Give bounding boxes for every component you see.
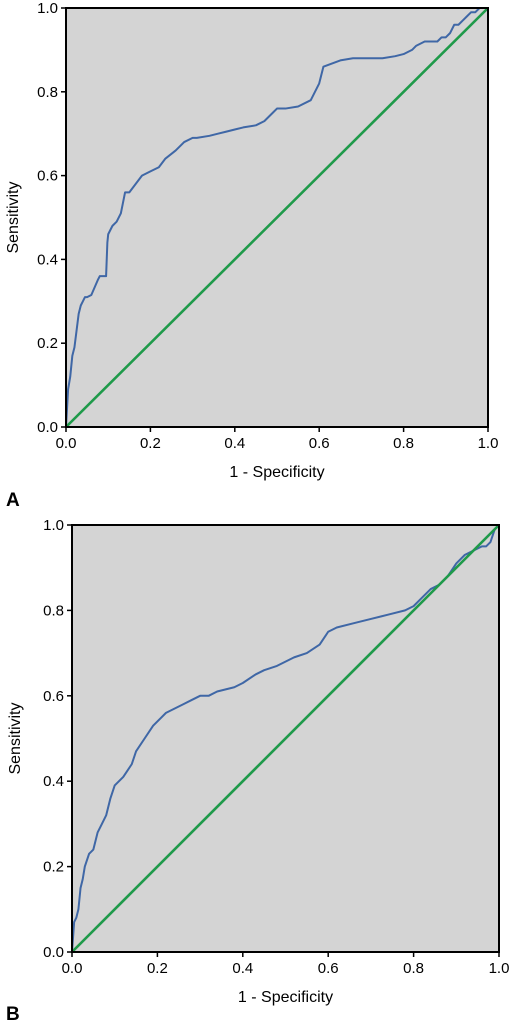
x-tick-label: 0.6: [309, 435, 330, 452]
y-tick-label: 0.4: [37, 251, 58, 268]
roc-curve: [65, 7, 488, 428]
y-tick-label: 0.8: [37, 84, 58, 101]
x-tick-label: 0.2: [140, 435, 161, 452]
y-tick-label: 0.0: [43, 944, 64, 961]
x-axis-label: 1 - Specificity: [229, 464, 324, 481]
y-tick-label: 1.0: [43, 517, 64, 534]
x-tick-label: 0.6: [318, 960, 339, 977]
x-tick-label: 1.0: [489, 960, 510, 977]
x-tick-label: 1.0: [478, 435, 499, 452]
y-tick-label: 0.6: [43, 688, 64, 705]
y-axis-label: Sensitivity: [7, 702, 24, 774]
y-tick-label: 0.6: [37, 168, 58, 185]
x-tick-label: 0.0: [62, 960, 83, 977]
panel-letter: B: [6, 1004, 20, 1024]
panel-letter: A: [6, 490, 20, 511]
plot-frame: [65, 7, 489, 428]
y-tick-label: 0.0: [37, 419, 58, 436]
y-tick-label: 0.2: [37, 335, 58, 352]
roc-curve: [71, 524, 500, 953]
y-tick-label: 1.0: [37, 0, 58, 17]
y-tick-label: 0.8: [43, 602, 64, 619]
x-tick-label: 0.4: [224, 435, 245, 452]
y-axis-label: Sensitivity: [5, 181, 22, 253]
x-tick-label: 0.8: [403, 960, 424, 977]
x-tick-label: 0.8: [393, 435, 414, 452]
roc-chart-a: 0.0 0.2 0.4 0.6 0.8 1.0 0.0 0.2 0.4 0.6 0.8 1.0 1 - …: [5, 0, 498, 511]
plot-frame: [71, 524, 500, 953]
x-axis-label: 1 - Specificity: [238, 989, 333, 1006]
x-tick-label: 0.0: [56, 435, 77, 452]
y-tick-label: 0.4: [43, 773, 64, 790]
y-tick-label: 0.2: [43, 859, 64, 876]
reference-diagonal: [71, 524, 500, 953]
x-tick-label: 0.4: [232, 960, 253, 977]
x-tick-label: 0.2: [147, 960, 168, 977]
reference-diagonal: [65, 7, 489, 428]
roc-chart-b: 0.0 0.2 0.4 0.6 0.8 1.0 0.0 0.2 0.4 0.6 0.8 1.0 1 - …: [6, 517, 509, 1024]
